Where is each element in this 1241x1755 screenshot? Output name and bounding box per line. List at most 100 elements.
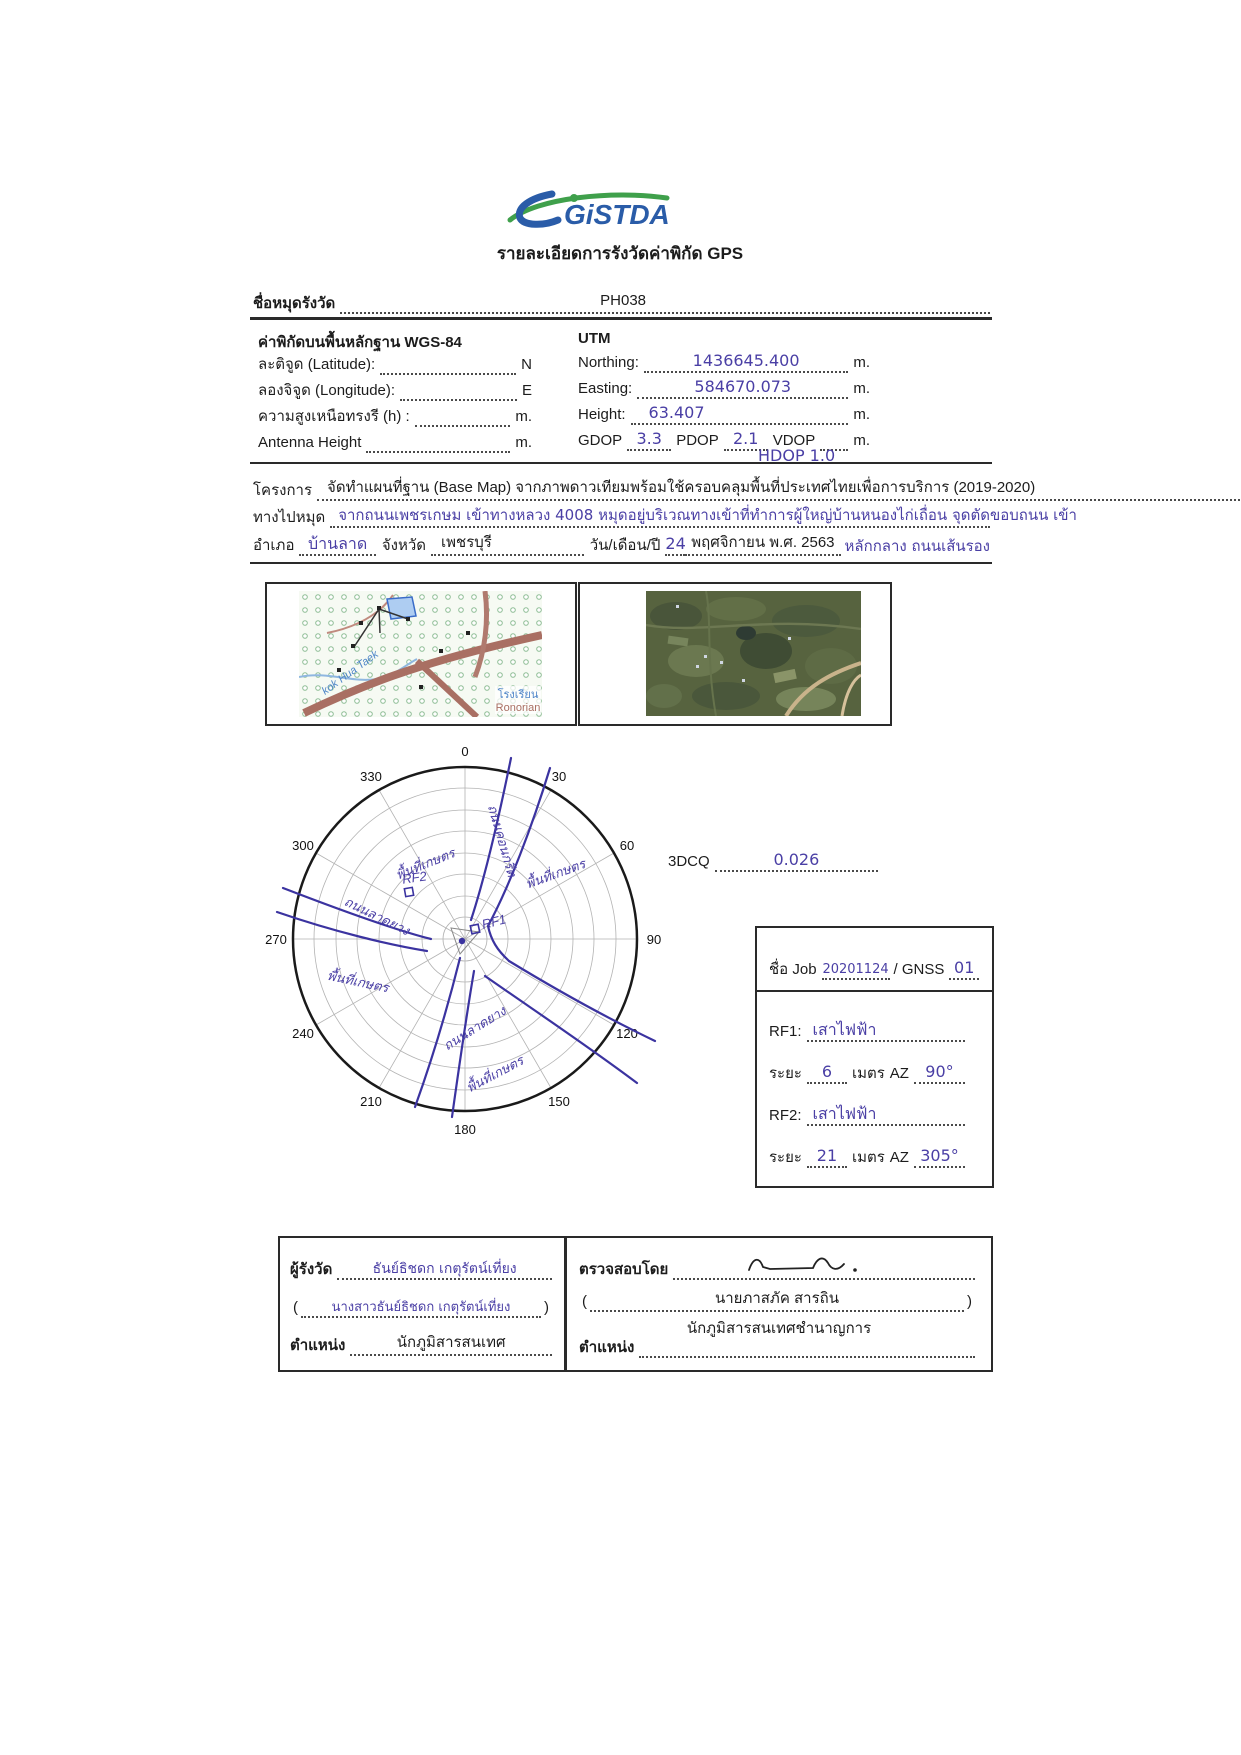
northing-row: Northing: 1436645.400 m.: [578, 351, 870, 373]
rf2-row: RF2: เสาไฟฟ้า: [769, 1104, 965, 1126]
open-paren: (: [582, 1293, 587, 1311]
surveyor-label: ผู้รังวัด: [290, 1261, 333, 1279]
lon-unit: E: [521, 382, 532, 400]
rule-mid1: [250, 462, 992, 464]
height-line: 63.407: [630, 403, 849, 425]
surveyor-paren-value: นางสาวธันย์ธิชดก เกตุรัตน์เที่ยง: [331, 1299, 511, 1315]
antenna-height-unit: m.: [515, 434, 532, 452]
checker-row: ตรวจสอบโดย: [579, 1257, 975, 1280]
height-unit: m.: [853, 406, 870, 424]
surveyor-row: ผู้รังวัด ธันย์ธิชดก เกตุรัตน์เที่ยง: [290, 1258, 552, 1280]
northing-unit: m.: [853, 354, 870, 372]
province-label: จังหวัด: [381, 537, 426, 555]
surveyor-paren-row: ( นางสาวธันย์ธิชดก เกตุรัตน์เที่ยง ): [290, 1296, 552, 1318]
annotation-rf2: RF2: [401, 868, 428, 886]
close-paren: ): [544, 1299, 549, 1317]
surveyor-value: ธันย์ธิชดก เกตุรัตน์เที่ยง: [372, 1260, 517, 1277]
gnss-value: 01: [954, 958, 975, 977]
station-point: [458, 937, 466, 945]
marker-row: ชื่อหมุดรังวัด PH038: [253, 292, 990, 314]
road-vertical: [472, 591, 489, 678]
rf1-dist-line: 6: [806, 1062, 847, 1084]
rf1-row: RF1: เสาไฟฟ้า: [769, 1020, 965, 1042]
surveyor-line: ธันย์ธิชดก เกตุรัตน์เที่ยง: [337, 1258, 552, 1280]
az-90: 90: [647, 932, 661, 947]
checker-paren-line: นายภาสภัค สารถิน: [590, 1290, 964, 1312]
rf1-marker: [469, 923, 481, 935]
skyplot: 0 30 60 90 120 150 180 210 240 270 300 3…: [265, 744, 661, 1137]
lat-line: [380, 353, 517, 375]
road-southeast-upper: [507, 959, 657, 1043]
rf2-az-label: AZ: [889, 1149, 909, 1167]
az-240: 240: [292, 1026, 314, 1041]
basemap-image: kok Hua Taek โรงเรียน Ronorian: [299, 591, 542, 717]
rf2-az-value: 305°: [920, 1146, 959, 1165]
az-150: 150: [548, 1094, 570, 1109]
checker-pos-label: ตำแหน่ง: [579, 1339, 635, 1357]
lat-label: ละติจูด (Latitude):: [258, 356, 376, 374]
az-0: 0: [461, 744, 468, 759]
marker-label: ชื่อหมุดรังวัด: [253, 295, 336, 313]
height-label: Height:: [578, 406, 626, 424]
job-box-divider: [757, 990, 992, 992]
route-line: จากถนนเพชรเกษม เข้าทางหลวง 4008 หมุดอยู่…: [330, 506, 1077, 528]
location-date-row: อำเภอ บ้านลาด จังหวัด เพชรบุรี วัน/เดือน…: [253, 534, 990, 556]
open-paren: (: [293, 1299, 298, 1317]
rf2-dist-unit: เมตร: [851, 1149, 885, 1167]
rf2-dist-label: ระยะ: [769, 1149, 802, 1167]
rf2-dist-line: 21: [806, 1146, 847, 1168]
road-branch: [414, 658, 480, 717]
height-value: 63.407: [648, 403, 705, 422]
az-60: 60: [620, 838, 634, 853]
gdop-line: 3.3: [627, 429, 672, 451]
road-south-right: [450, 969, 476, 1119]
surveyor-position-row: ตำแหน่ง นักภูมิสารสนเทศ: [290, 1334, 552, 1356]
rf1-dist-value: 6: [821, 1062, 833, 1081]
northing-label: Northing:: [578, 354, 639, 372]
checker-signature: [748, 1257, 858, 1272]
annotation-field-s: พื้นที่เกษตร: [463, 1050, 528, 1095]
school-label-en: Ronorian: [496, 702, 541, 714]
easting-label: Easting:: [578, 380, 633, 398]
job-line: 20201124: [821, 958, 890, 980]
ellipsoid-height-line: [414, 405, 511, 427]
rf1-line: เสาไฟฟ้า: [806, 1020, 965, 1042]
project-label: โครงการ: [253, 482, 313, 500]
job-row: ชื่อ Job 20201124 / GNSS 01: [769, 958, 979, 980]
vdop-line: [820, 429, 849, 451]
road-north-left: [469, 756, 513, 922]
job-value: 20201124: [822, 961, 889, 977]
gdop-label: GDOP: [578, 432, 623, 450]
rf1-az-line: 90°: [913, 1062, 965, 1084]
annotation-concrete-road: ถนนคอนกรีต: [485, 803, 520, 879]
lat-row: ละติจูด (Latitude): N: [258, 353, 532, 375]
pdop-line: 2.1: [723, 429, 768, 451]
job-box: ชื่อ Job 20201124 / GNSS 01 RF1: เสาไฟฟ้…: [755, 926, 994, 1188]
lat-unit: N: [521, 356, 532, 374]
satellite-image: [646, 591, 861, 716]
highlight-parcel: [386, 596, 417, 620]
ellipsoid-height-unit: m.: [515, 408, 532, 426]
rf1-distance-row: ระยะ 6 เมตร AZ 90°: [769, 1062, 965, 1084]
rule-mid2: [250, 562, 992, 564]
rf2-distance-row: ระยะ 21 เมตร AZ 305°: [769, 1146, 965, 1168]
antenna-height-row: Antenna Height m.: [258, 431, 532, 453]
satellite-texture: [646, 591, 861, 716]
easting-line: 584670.073: [637, 377, 849, 399]
ellipsoid-height-row: ความสูงเหนือทรงรี (h) : m.: [258, 405, 532, 427]
project-row: โครงการ จัดทำแผนที่ฐาน (Base Map) จากภาพ…: [253, 479, 1240, 501]
satellite-box: [578, 582, 892, 726]
az-180: 180: [454, 1122, 476, 1137]
project-line: จัดทำแผนที่ฐาน (Base Map) จากภาพดาวเทียม…: [317, 479, 1240, 501]
building-squares: [337, 606, 470, 689]
province-line: เพชรบุรี: [431, 534, 584, 556]
northing-line: 1436645.400: [643, 351, 849, 373]
rf1-label: RF1:: [769, 1023, 802, 1041]
skyplot-annotations: พื้นที่เกษตร ถนนคอนกรีต พื้นที่เกษตร RF2…: [326, 803, 589, 1095]
dop-unit: m.: [853, 432, 870, 450]
road-southeast-lower: [483, 974, 639, 1085]
quality-value: 0.026: [773, 850, 820, 869]
district-line: บ้านลาด: [299, 534, 376, 556]
height-row: Height: 63.407 m.: [578, 403, 870, 425]
road-west-lower: [275, 910, 429, 953]
